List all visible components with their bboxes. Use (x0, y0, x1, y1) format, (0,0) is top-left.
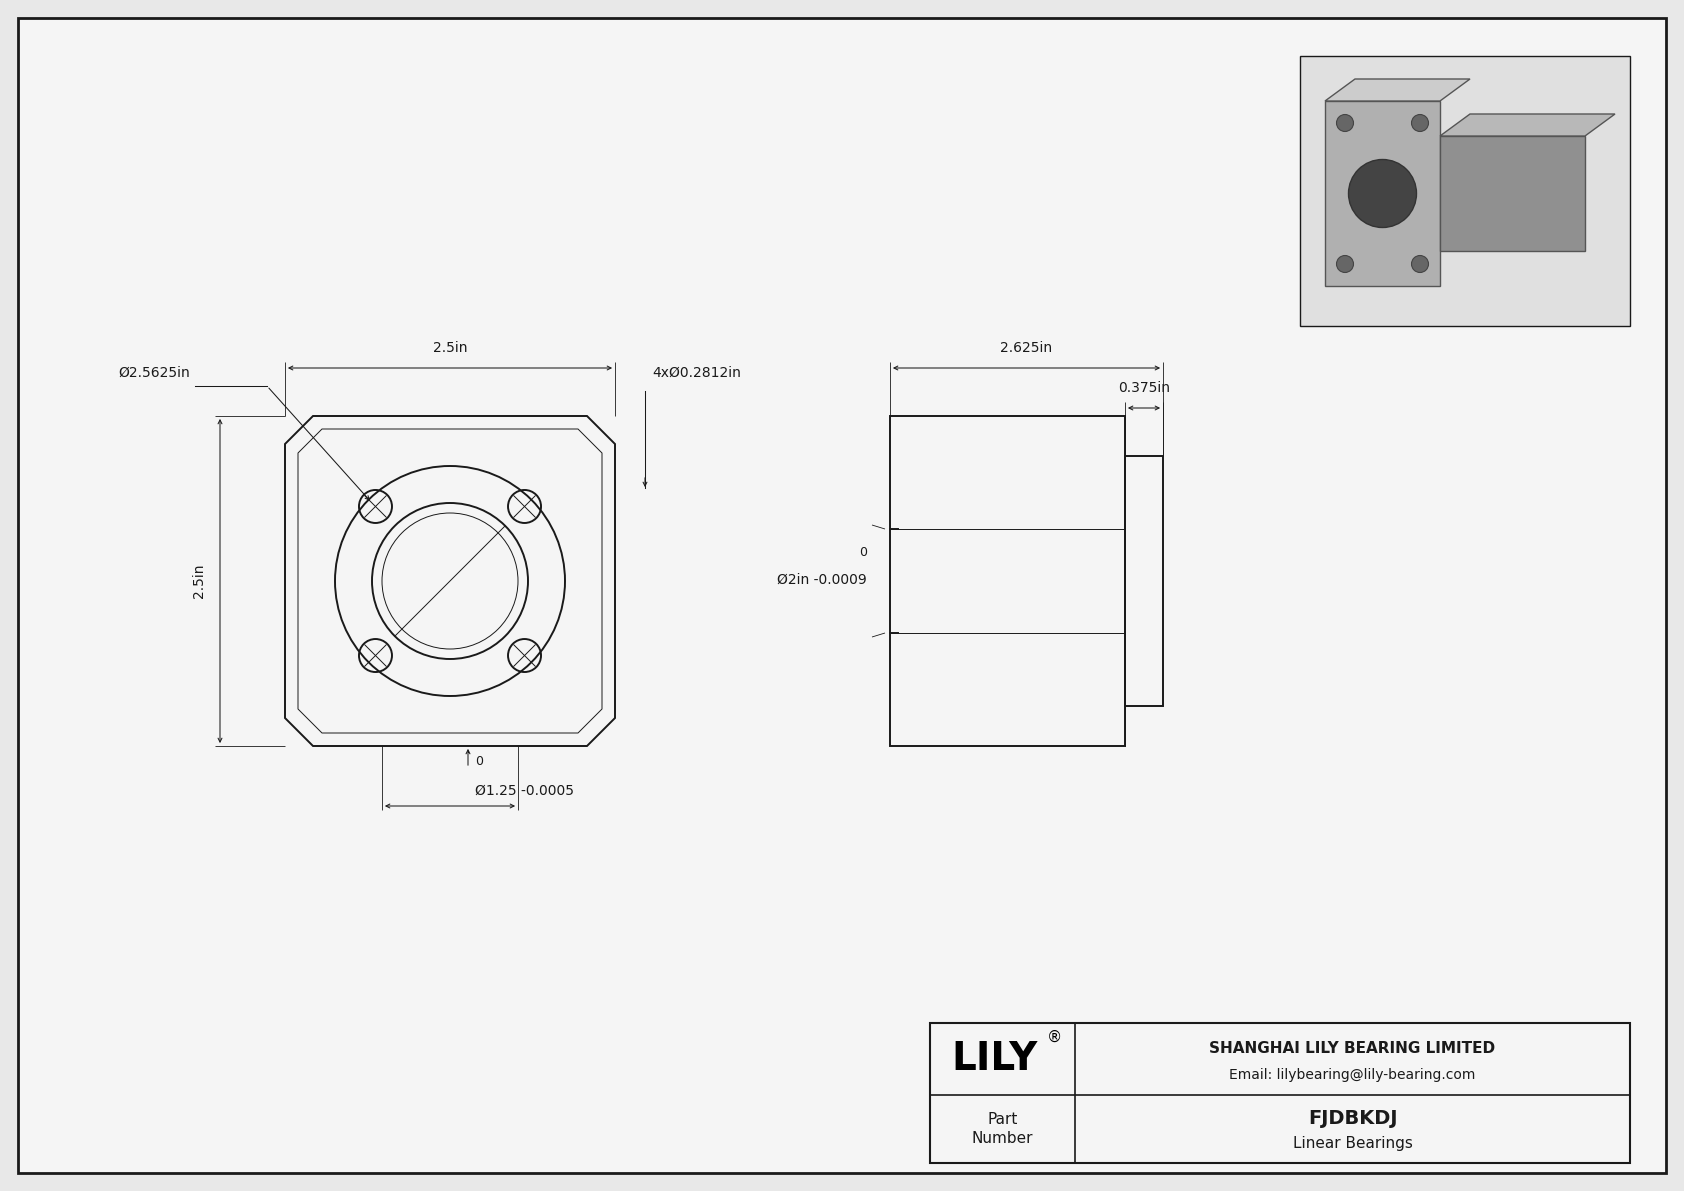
Text: 4xØ0.2812in: 4xØ0.2812in (652, 366, 741, 380)
Text: Email: lilybearing@lily-bearing.com: Email: lilybearing@lily-bearing.com (1229, 1068, 1475, 1081)
Text: 2.625in: 2.625in (1000, 341, 1052, 355)
Text: FJDBKDJ: FJDBKDJ (1308, 1109, 1398, 1128)
Circle shape (1349, 160, 1416, 227)
Text: Ø2.5625in: Ø2.5625in (118, 366, 190, 380)
Text: 0.375in: 0.375in (1118, 381, 1170, 395)
Text: Part
Number: Part Number (972, 1111, 1034, 1147)
Text: Ø1.25 -0.0005: Ø1.25 -0.0005 (475, 784, 574, 798)
Bar (1325, 101, 1440, 286)
Bar (891, 416, 1125, 746)
Text: LILY: LILY (951, 1040, 1037, 1078)
Text: 2.5in: 2.5in (433, 341, 466, 355)
Bar (930, 1023, 1630, 1162)
Bar (1300, 56, 1630, 326)
Circle shape (1411, 256, 1428, 273)
Text: ®: ® (1047, 1029, 1063, 1045)
Text: SHANGHAI LILY BEARING LIMITED: SHANGHAI LILY BEARING LIMITED (1209, 1041, 1495, 1055)
Text: 0: 0 (859, 545, 867, 559)
Bar (1440, 136, 1585, 251)
Polygon shape (1325, 79, 1470, 101)
Text: Ø2in -0.0009: Ø2in -0.0009 (778, 573, 867, 587)
Text: 0: 0 (475, 755, 483, 768)
Text: Linear Bearings: Linear Bearings (1293, 1136, 1413, 1152)
Bar (1125, 456, 1164, 706)
Circle shape (1337, 256, 1354, 273)
Text: 2.5in: 2.5in (192, 563, 205, 598)
Circle shape (1411, 114, 1428, 131)
Circle shape (1337, 114, 1354, 131)
Polygon shape (1440, 114, 1615, 136)
